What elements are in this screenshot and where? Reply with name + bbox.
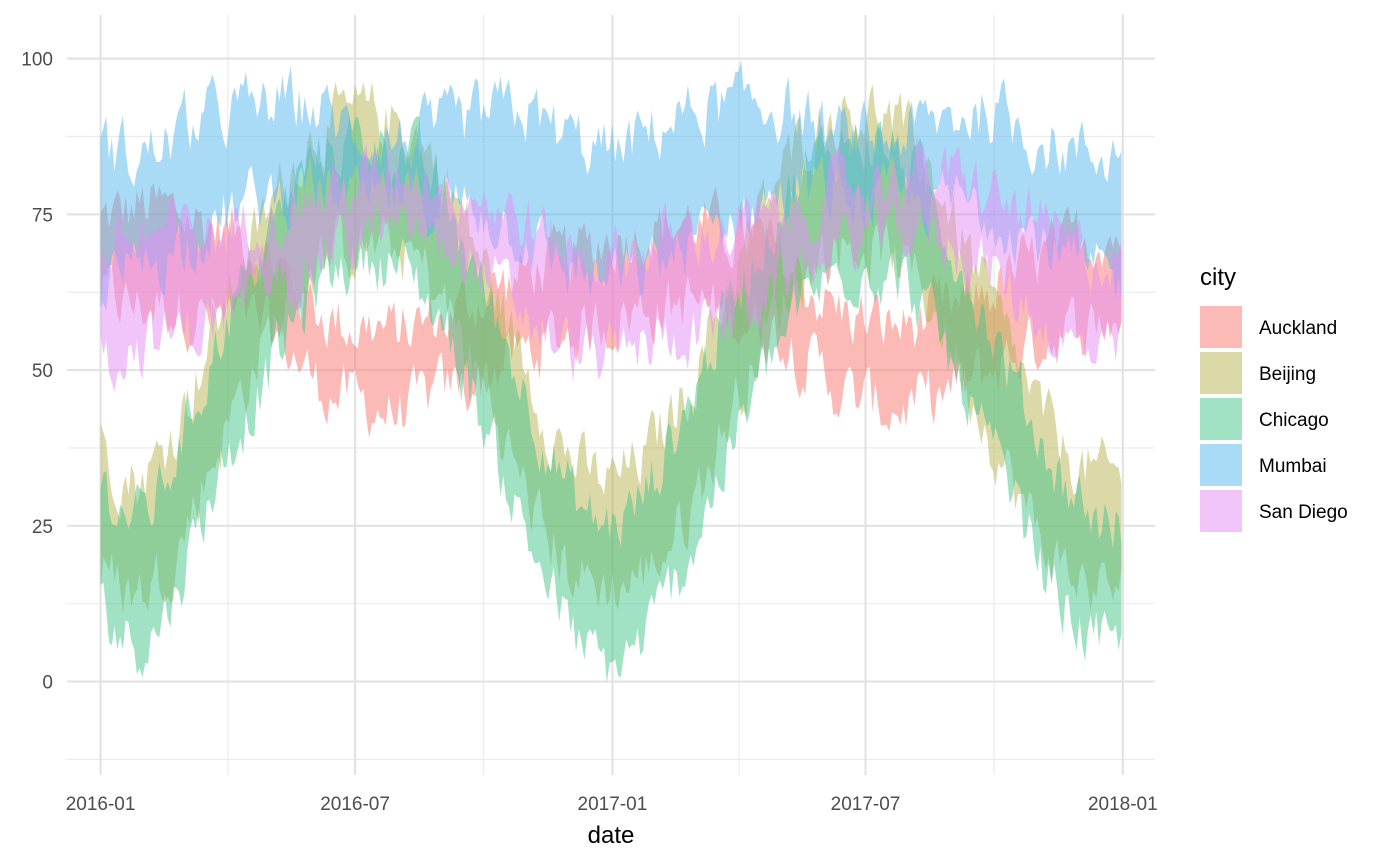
legend-swatch-chicago: [1200, 398, 1242, 440]
legend-swatch-auckland: [1200, 306, 1242, 348]
area-mumbai: [100, 59, 1122, 311]
legend-label-chicago: Chicago: [1259, 410, 1329, 431]
x-tick-label-2016-07: 2016-07: [320, 794, 390, 815]
legend-swatch-san-diego: [1200, 490, 1242, 532]
x-axis-tick-labels: 2016-01 2016-07 2017-01 2017-07 2018-01: [66, 794, 1158, 815]
legend: city Auckland Beijing Chicago Mumbai San Die…: [1200, 264, 1348, 532]
y-tick-label-25: 25: [32, 517, 53, 538]
area-chicago: [100, 116, 1122, 684]
x-axis-title: date: [588, 822, 635, 849]
legend-items: Auckland Beijing Chicago Mumbai San Diego: [1200, 306, 1348, 532]
y-tick-label-50: 50: [32, 361, 53, 382]
y-axis-tick-labels: 0 25 50 75 100: [21, 50, 53, 694]
y-tick-label-75: 75: [32, 205, 53, 226]
x-tick-label-2017-01: 2017-01: [578, 794, 648, 815]
legend-swatch-beijing: [1200, 352, 1242, 394]
x-tick-label-2016-01: 2016-01: [66, 794, 136, 815]
x-tick-label-2018-01: 2018-01: [1088, 794, 1158, 815]
legend-label-mumbai: Mumbai: [1259, 456, 1327, 477]
legend-title: city: [1200, 264, 1236, 291]
series-areas: [100, 59, 1122, 684]
y-tick-label-0: 0: [42, 673, 53, 694]
y-tick-label-100: 100: [21, 50, 53, 71]
legend-label-auckland: Auckland: [1259, 318, 1337, 339]
legend-label-beijing: Beijing: [1259, 364, 1316, 385]
legend-label-san-diego: San Diego: [1259, 502, 1348, 523]
area-san-diego: [100, 135, 1122, 393]
x-tick-label-2017-07: 2017-07: [831, 794, 901, 815]
legend-swatch-mumbai: [1200, 444, 1242, 486]
